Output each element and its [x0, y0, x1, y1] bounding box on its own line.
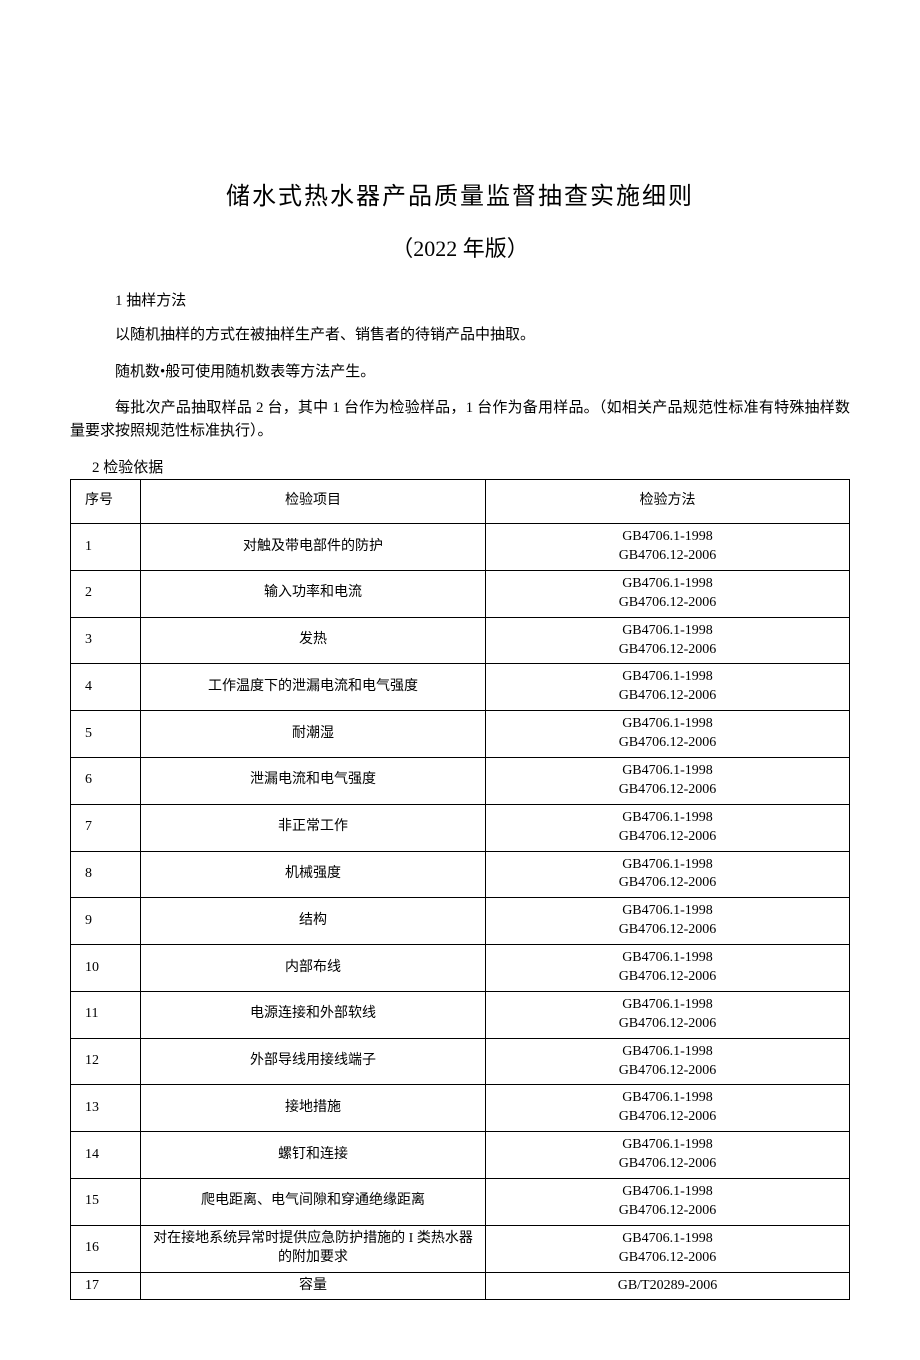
cell-item: 容量	[141, 1272, 486, 1300]
cell-item: 机械强度	[141, 851, 486, 898]
table-row: 8机械强度GB4706.1-1998GB4706.12-2006	[71, 851, 850, 898]
cell-seq: 10	[71, 945, 141, 992]
table-body: 1对触及带电部件的防护GB4706.1-1998GB4706.12-20062输…	[71, 524, 850, 1300]
cell-seq: 7	[71, 804, 141, 851]
cell-seq: 5	[71, 711, 141, 758]
table-row: 17容量GB/T20289-2006	[71, 1272, 850, 1300]
cell-seq: 8	[71, 851, 141, 898]
cell-item: 发热	[141, 617, 486, 664]
cell-method: GB4706.1-1998GB4706.12-2006	[486, 804, 850, 851]
cell-item: 输入功率和电流	[141, 570, 486, 617]
cell-item: 对触及带电部件的防护	[141, 524, 486, 571]
cell-method: GB4706.1-1998GB4706.12-2006	[486, 757, 850, 804]
cell-item: 结构	[141, 898, 486, 945]
cell-method: GB4706.1-1998GB4706.12-2006	[486, 570, 850, 617]
cell-method: GB/T20289-2006	[486, 1272, 850, 1300]
col-header-method: 检验方法	[486, 480, 850, 524]
document-page: 储水式热水器产品质量监督抽查实施细则 （2022 年版） 1 抽样方法 以随机抽…	[0, 0, 920, 1360]
cell-method: GB4706.1-1998GB4706.12-2006	[486, 851, 850, 898]
paragraph-2: 随机数•般可使用随机数表等方法产生。	[115, 361, 850, 384]
table-header-row: 序号 检验项目 检验方法	[71, 480, 850, 524]
cell-seq: 3	[71, 617, 141, 664]
cell-seq: 4	[71, 664, 141, 711]
cell-item: 非正常工作	[141, 804, 486, 851]
cell-method: GB4706.1-1998GB4706.12-2006	[486, 524, 850, 571]
cell-seq: 11	[71, 991, 141, 1038]
cell-method: GB4706.1-1998GB4706.12-2006	[486, 711, 850, 758]
table-row: 5耐潮湿GB4706.1-1998GB4706.12-2006	[71, 711, 850, 758]
cell-seq: 9	[71, 898, 141, 945]
table-row: 16对在接地系统异常时提供应急防护措施的 I 类热水器的附加要求GB4706.1…	[71, 1225, 850, 1272]
table-row: 6泄漏电流和电气强度GB4706.1-1998GB4706.12-2006	[71, 757, 850, 804]
cell-seq: 12	[71, 1038, 141, 1085]
cell-seq: 2	[71, 570, 141, 617]
cell-item: 耐潮湿	[141, 711, 486, 758]
cell-item: 泄漏电流和电气强度	[141, 757, 486, 804]
cell-item: 外部导线用接线端子	[141, 1038, 486, 1085]
document-subtitle: （2022 年版）	[70, 231, 850, 263]
cell-seq: 16	[71, 1225, 141, 1272]
inspection-table: 序号 检验项目 检验方法 1对触及带电部件的防护GB4706.1-1998GB4…	[70, 479, 850, 1300]
cell-seq: 1	[71, 524, 141, 571]
cell-item: 电源连接和外部软线	[141, 991, 486, 1038]
cell-item: 螺钉和连接	[141, 1132, 486, 1179]
table-row: 4工作温度下的泄漏电流和电气强度GB4706.1-1998GB4706.12-2…	[71, 664, 850, 711]
document-title: 储水式热水器产品质量监督抽查实施细则	[70, 176, 850, 211]
table-row: 10内部布线GB4706.1-1998GB4706.12-2006	[71, 945, 850, 992]
cell-seq: 17	[71, 1272, 141, 1300]
cell-method: GB4706.1-1998GB4706.12-2006	[486, 617, 850, 664]
cell-method: GB4706.1-1998GB4706.12-2006	[486, 1038, 850, 1085]
cell-seq: 14	[71, 1132, 141, 1179]
cell-item: 爬电距离、电气间隙和穿通绝缘距离	[141, 1179, 486, 1226]
table-row: 9结构GB4706.1-1998GB4706.12-2006	[71, 898, 850, 945]
table-row: 7非正常工作GB4706.1-1998GB4706.12-2006	[71, 804, 850, 851]
col-header-seq: 序号	[71, 480, 141, 524]
cell-item: 内部布线	[141, 945, 486, 992]
cell-method: GB4706.1-1998GB4706.12-2006	[486, 1225, 850, 1272]
cell-method: GB4706.1-1998GB4706.12-2006	[486, 1085, 850, 1132]
section-1-heading: 1 抽样方法	[115, 289, 850, 310]
table-row: 3发热GB4706.1-1998GB4706.12-2006	[71, 617, 850, 664]
cell-seq: 6	[71, 757, 141, 804]
cell-method: GB4706.1-1998GB4706.12-2006	[486, 945, 850, 992]
table-row: 11电源连接和外部软线GB4706.1-1998GB4706.12-2006	[71, 991, 850, 1038]
cell-method: GB4706.1-1998GB4706.12-2006	[486, 1132, 850, 1179]
table-row: 2输入功率和电流GB4706.1-1998GB4706.12-2006	[71, 570, 850, 617]
paragraph-3: 每批次产品抽取样品 2 台，其中 1 台作为检验样品，1 台作为备用样品。（如相…	[70, 397, 850, 442]
cell-method: GB4706.1-1998GB4706.12-2006	[486, 664, 850, 711]
table-row: 13接地措施GB4706.1-1998GB4706.12-2006	[71, 1085, 850, 1132]
cell-seq: 15	[71, 1179, 141, 1226]
cell-method: GB4706.1-1998GB4706.12-2006	[486, 898, 850, 945]
cell-item: 对在接地系统异常时提供应急防护措施的 I 类热水器的附加要求	[141, 1225, 486, 1272]
cell-item: 接地措施	[141, 1085, 486, 1132]
cell-item: 工作温度下的泄漏电流和电气强度	[141, 664, 486, 711]
table-row: 12外部导线用接线端子GB4706.1-1998GB4706.12-2006	[71, 1038, 850, 1085]
col-header-item: 检验项目	[141, 480, 486, 524]
cell-method: GB4706.1-1998GB4706.12-2006	[486, 1179, 850, 1226]
paragraph-1: 以随机抽样的方式在被抽样生产者、销售者的待销产品中抽取。	[115, 324, 850, 347]
section-2-heading: 2 检验依据	[92, 456, 850, 477]
table-row: 15爬电距离、电气间隙和穿通绝缘距离GB4706.1-1998GB4706.12…	[71, 1179, 850, 1226]
cell-seq: 13	[71, 1085, 141, 1132]
cell-method: GB4706.1-1998GB4706.12-2006	[486, 991, 850, 1038]
table-row: 1对触及带电部件的防护GB4706.1-1998GB4706.12-2006	[71, 524, 850, 571]
table-row: 14螺钉和连接GB4706.1-1998GB4706.12-2006	[71, 1132, 850, 1179]
